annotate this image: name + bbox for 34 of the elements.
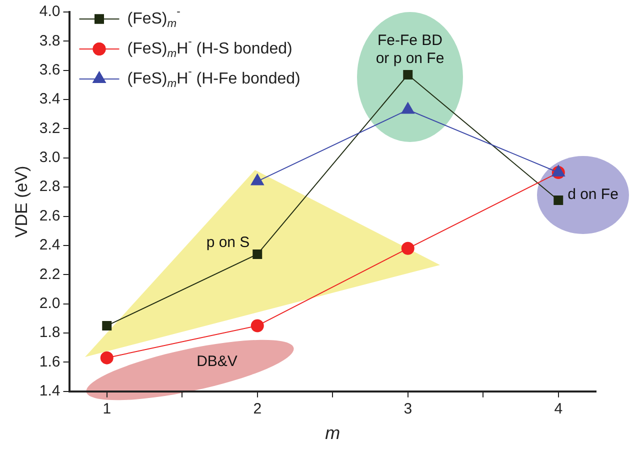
y-tick-label: 1.6 [39,353,60,370]
y-tick-label: 2.6 [39,207,60,224]
annotation: DB&V [196,353,238,370]
annotation: Fe-Fe BD or p on Fe [376,32,444,68]
point [401,102,414,114]
y-tick-label: 3.6 [39,62,60,79]
x-tick-label: 3 [404,400,412,418]
y-tick-label: 3.4 [39,90,60,108]
y-tick-label: 2.0 [39,294,60,312]
y-axis-title: VDE (eV) [12,166,31,238]
annotation: p on S [206,234,250,252]
y-tick-label: 2.8 [39,178,60,196]
x-tick-label: 2 [253,400,262,418]
y-tick-label: 3.8 [39,32,60,50]
y-tick-label: 2.2 [39,266,60,283]
annotation: d on Fe [568,186,618,204]
point [100,351,114,364]
point [252,249,262,259]
x-tick-label: 4 [554,400,563,418]
point [552,165,565,177]
point [403,70,413,80]
point [250,174,264,186]
point [401,242,414,255]
y-tick-label: 1.8 [39,324,60,342]
point [250,319,264,332]
x-axis-title: m [325,423,340,444]
y-tick-label: 1.4 [39,382,60,400]
point [554,196,564,205]
y-tick-label: 2.4 [39,236,60,254]
y-tick-label: 3.0 [39,149,60,166]
y-tick-label: 4.0 [39,3,60,20]
point [102,320,112,330]
y-tick-label: 3.2 [39,120,60,137]
x-tick-label: 1 [102,400,112,418]
